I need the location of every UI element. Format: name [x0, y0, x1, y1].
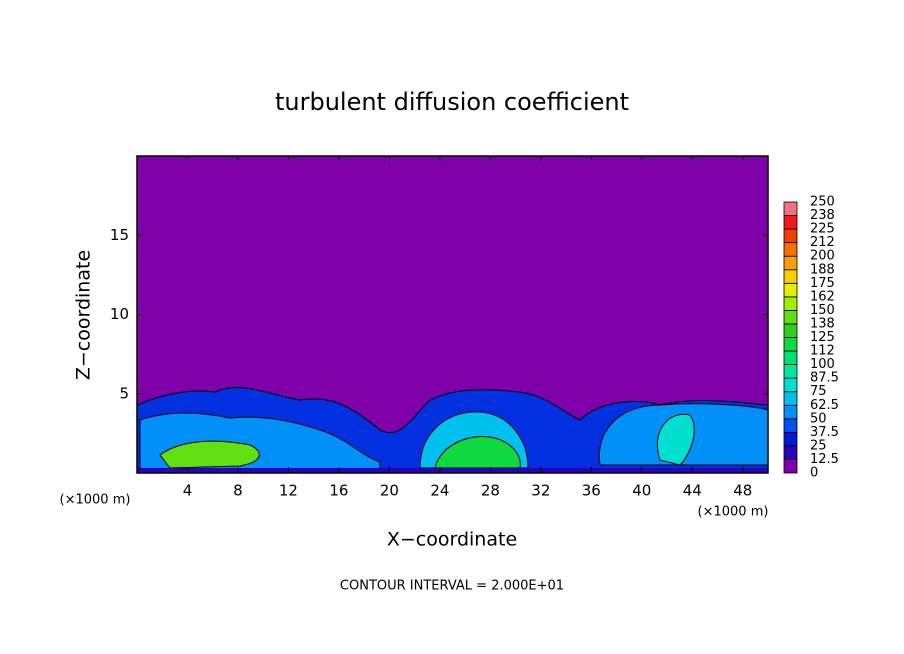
colorbar-label: 100 [810, 357, 835, 372]
colorbar-box [783, 242, 798, 257]
colorbar-box [783, 296, 798, 311]
x-tick-label: 4 [183, 482, 193, 500]
x-tick-label: 40 [632, 482, 651, 500]
colorbar-label: 175 [810, 276, 835, 291]
colorbar-label: 150 [810, 303, 835, 318]
x-unit-label: (×1000 m) [60, 493, 131, 508]
y-tick-label: 15 [110, 226, 129, 244]
field-region [434, 436, 521, 469]
colorbar-label: 212 [810, 235, 835, 250]
colorbar-box [783, 364, 798, 379]
x-tick-label: 44 [683, 482, 702, 500]
x-axis-label: X−coordinate [387, 529, 517, 551]
colorbar-box [783, 337, 798, 352]
x-tick-label: 12 [279, 482, 298, 500]
colorbar-box [783, 201, 798, 216]
colorbar-box [783, 377, 798, 393]
colorbar-label: 62.5 [810, 398, 839, 413]
x-tick-label: 36 [582, 482, 601, 500]
field-region [656, 413, 695, 466]
x-tick-label: 8 [233, 482, 243, 500]
colorbar-box [783, 255, 798, 271]
x-tick-label: 16 [329, 482, 348, 500]
colorbar-box [783, 323, 798, 338]
y-tick-label: 5 [119, 384, 129, 402]
chart-title: turbulent diffusion coefficient [275, 88, 629, 116]
colorbar-box [783, 282, 798, 298]
colorbar-label: 12.5 [810, 452, 839, 467]
field-region [137, 468, 768, 473]
colorbar-box [783, 391, 798, 406]
colorbar-box [783, 215, 798, 230]
colorbar-box [783, 445, 798, 460]
x-tick-label: 28 [481, 482, 500, 500]
colorbar-label: 162 [810, 289, 835, 304]
colorbar-label: 87.5 [810, 371, 839, 386]
colorbar-label: 138 [810, 316, 835, 331]
colorbar-label: 188 [810, 262, 835, 277]
colorbar-label: 37.5 [810, 425, 839, 440]
x-tick-label: 32 [531, 482, 550, 500]
field [137, 386, 768, 473]
colorbar-box [783, 228, 798, 244]
footnote: CONTOUR INTERVAL = 2.000E+01 [340, 579, 564, 594]
colorbar-label: 250 [810, 195, 835, 210]
y-tick-label: 10 [110, 305, 129, 323]
colorbar-label: 50 [810, 411, 827, 426]
colorbar-box [783, 459, 798, 474]
colorbar-label: 238 [810, 208, 835, 223]
x-tick-label: 24 [430, 482, 449, 500]
colorbar-box [783, 350, 798, 365]
colorbar-box [783, 431, 798, 447]
colorbar-box [783, 309, 798, 325]
colorbar-label: 112 [810, 344, 835, 359]
field-region [159, 440, 260, 469]
y-axis-label: Z−coordinate [73, 250, 95, 380]
x-unit-label: (×1000 m) [698, 505, 769, 520]
colorbar-box [783, 404, 798, 420]
colorbar-label: 75 [810, 384, 827, 399]
colorbar-label: 125 [810, 330, 835, 345]
colorbar-label: 200 [810, 249, 835, 264]
colorbar-label: 0 [810, 466, 818, 481]
x-tick-label: 20 [380, 482, 399, 500]
colorbar-box [783, 269, 798, 284]
x-tick-label: 48 [733, 482, 752, 500]
colorbar-label: 225 [810, 222, 835, 237]
colorbar-label: 25 [810, 438, 827, 453]
colorbar-box [783, 418, 798, 433]
